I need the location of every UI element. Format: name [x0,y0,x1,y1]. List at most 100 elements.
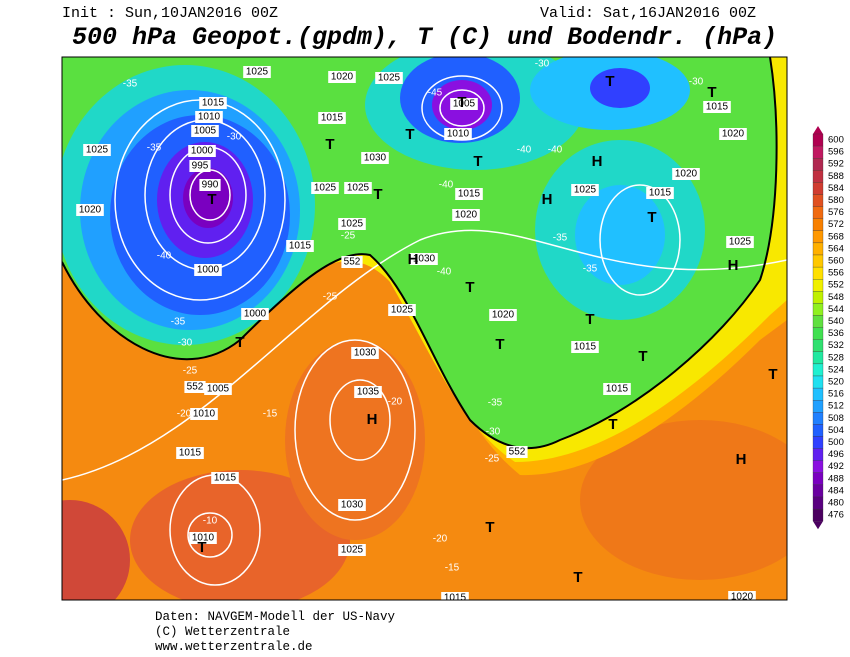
isobar-label-box [199,97,227,109]
pressure-center: T [325,136,334,153]
colorbar-label: 544 [828,304,844,315]
isobar-label-box [241,308,269,320]
colorbar-swatch [812,158,824,171]
isobar-label-box [338,499,366,511]
isobar-label-box [204,383,232,395]
contour-label: 552 [509,447,526,458]
pressure-center: T [405,126,414,143]
isobar-label: 1025 [378,73,401,84]
isobar-label: 1025 [574,185,597,196]
map: 1025 1020 1025 1015 1010 1005 1000 995 990 1025 10… [62,57,787,600]
colorbar-label: 492 [828,461,844,472]
isobar-label: 1015 [202,98,225,109]
isobar-label: 1025 [347,183,370,194]
isobar-label-box [455,188,483,200]
colorbar-swatch [812,327,824,340]
temperature-label: -30 [178,338,193,349]
isobar-label: 1025 [341,545,364,556]
isobar-label: 1025 [391,305,414,316]
isobar-label-box [452,209,480,221]
temperature-label: -35 [488,398,503,409]
pressure-center: T [647,209,656,226]
isobar-label-box [646,187,674,199]
isobar-label: 1015 [574,342,597,353]
isobar-label-box [191,125,219,137]
pressure-center: T [495,336,504,353]
isobar-label: 1005 [453,99,476,110]
isobar-label-box [211,472,239,484]
isobar-label-box [344,182,372,194]
isobar-label: 1020 [79,205,102,216]
isobar-label-box [672,168,700,180]
isobar-label: 1015 [458,189,481,200]
temperature-label: -30 [227,132,242,143]
isobar-label-box [489,309,517,321]
colorbar-label: 536 [828,328,844,339]
colorbar-swatch [812,291,824,304]
pressure-center: T [473,153,482,170]
pressure-center: T [465,279,474,296]
colorbar-swatch [812,279,824,292]
temperature-label: -35 [123,79,138,90]
isobar-label-box [450,98,478,110]
colorbar-label: 508 [828,413,844,424]
isobar-label-box [703,101,731,113]
temperature-label: -35 [553,233,568,244]
isobar-label: 1005 [207,384,230,395]
temperature-label: -25 [323,292,338,303]
map-frame [61,56,788,601]
isobar-label: 1020 [722,129,745,140]
contour-label-box [184,381,206,393]
pressure-center: T [485,519,494,536]
footer-line: www.wetterzentrale.de [155,640,313,654]
isobar-label: 1030 [341,500,364,511]
colorbar-label: 584 [828,183,844,194]
isobar-label-box [195,111,223,123]
isobar-label-box [338,218,366,230]
footer-line: (C) Wetterzentrale [155,625,290,639]
isobar-label: 1030 [354,348,377,359]
pressure-center: H [592,153,603,170]
colorbar: 6005965925885845805765725685645605565525… [812,126,844,530]
colorbar-swatch [812,412,824,425]
pressure-center: H [408,251,419,268]
colorbar-label: 512 [828,401,844,412]
colorbar-swatch [812,315,824,328]
isobar-label-box [76,204,104,216]
colorbar-label: 496 [828,449,844,460]
isobar-label: 1015 [706,102,729,113]
colorbar-swatch [812,170,824,183]
temperature-label: -35 [583,264,598,275]
temperature-label: -40 [517,145,532,156]
pressure-center: T [608,416,617,433]
colorbar-swatch [812,387,824,401]
pressure-center: T [197,539,206,556]
pressure-center: T [457,94,466,111]
isobar-label: 1015 [321,113,344,124]
colorbar-label: 484 [828,485,844,496]
colorbar-label: 572 [828,219,844,230]
colorbar-swatch [812,424,824,437]
isobar-label: 1020 [492,310,515,321]
isobar-label-box [571,184,599,196]
colorbar-cap [813,521,823,530]
isobar-label-box [444,128,472,140]
colorbar-label: 488 [828,473,844,484]
isobar-label: 1035 [357,387,380,398]
isobar-label-box [194,264,222,276]
temperature-label: -25 [341,231,356,242]
colorbar-swatch [812,436,824,449]
isobar-label: 1025 [341,219,364,230]
temperature-label: -35 [171,317,186,328]
contour-label-box [341,256,363,268]
pressure-center: T [573,569,582,586]
isobar-label-box [338,544,366,556]
colorbar-label: 580 [828,195,844,206]
colorbar-label: 556 [828,268,844,279]
colorbar-label: 476 [828,510,844,521]
colorbar-swatch [812,448,824,461]
temperature-label: -40 [548,145,563,156]
temperature-label: -20 [388,397,403,408]
isobar-label: 1025 [86,145,109,156]
